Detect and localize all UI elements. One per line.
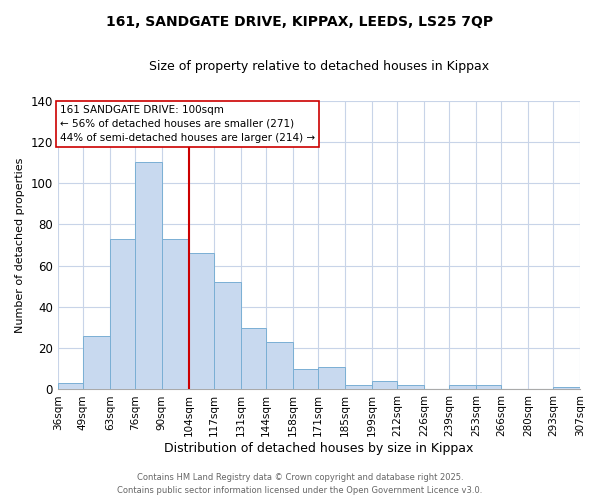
Bar bbox=[372, 381, 397, 390]
Text: Contains HM Land Registry data © Crown copyright and database right 2025.
Contai: Contains HM Land Registry data © Crown c… bbox=[118, 474, 482, 495]
Bar bbox=[397, 386, 424, 390]
Bar bbox=[553, 388, 580, 390]
Bar bbox=[449, 386, 476, 390]
Bar bbox=[345, 386, 372, 390]
Y-axis label: Number of detached properties: Number of detached properties bbox=[15, 158, 25, 332]
Title: Size of property relative to detached houses in Kippax: Size of property relative to detached ho… bbox=[149, 60, 489, 73]
Text: 161, SANDGATE DRIVE, KIPPAX, LEEDS, LS25 7QP: 161, SANDGATE DRIVE, KIPPAX, LEEDS, LS25… bbox=[106, 15, 494, 29]
Bar bbox=[162, 239, 189, 390]
Bar bbox=[318, 367, 345, 390]
Bar bbox=[189, 254, 214, 390]
Bar bbox=[110, 239, 135, 390]
Bar bbox=[293, 369, 318, 390]
Bar bbox=[214, 282, 241, 390]
Bar bbox=[135, 162, 162, 390]
Bar bbox=[476, 386, 501, 390]
Bar bbox=[266, 342, 293, 390]
Text: 161 SANDGATE DRIVE: 100sqm
← 56% of detached houses are smaller (271)
44% of sem: 161 SANDGATE DRIVE: 100sqm ← 56% of deta… bbox=[60, 104, 315, 142]
Bar bbox=[241, 328, 266, 390]
Bar bbox=[58, 384, 83, 390]
Bar bbox=[83, 336, 110, 390]
X-axis label: Distribution of detached houses by size in Kippax: Distribution of detached houses by size … bbox=[164, 442, 473, 455]
